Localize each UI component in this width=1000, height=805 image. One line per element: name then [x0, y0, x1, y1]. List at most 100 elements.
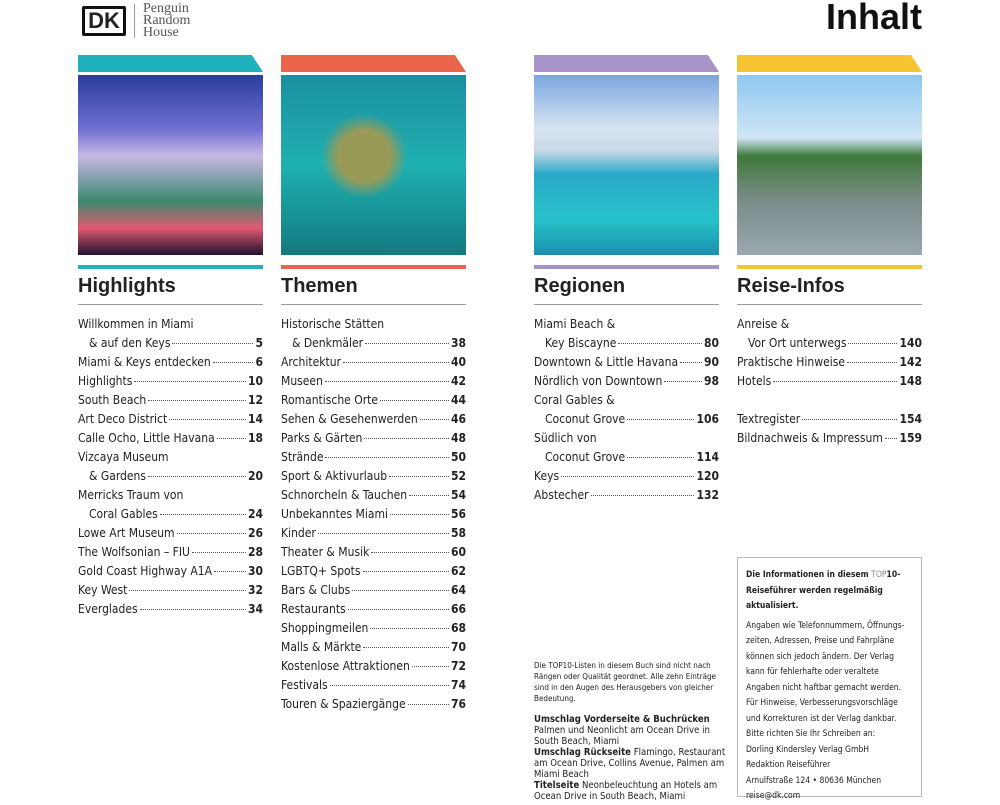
page-number: 24 [247, 507, 263, 521]
toc-entry[interactable]: Gold Coast Highway A1A 30 [78, 562, 263, 581]
toc-entry[interactable]: Calle Ocho, Little Havana 18 [78, 429, 263, 448]
toc-entry[interactable]: Kinder 58 [281, 524, 466, 543]
toc-entry[interactable]: Touren & Spaziergänge 76 [281, 695, 466, 714]
leader-dots [364, 438, 449, 439]
entry-title: Coconut Grove [545, 412, 626, 426]
toc-entry[interactable]: Nördlich von Downtown 98 [534, 372, 719, 391]
toc-entry[interactable]: Romantische Orte 44 [281, 391, 466, 410]
toc-entry[interactable]: Strände 50 [281, 448, 466, 467]
toc-entry[interactable]: Kostenlose Attraktionen 72 [281, 657, 466, 676]
entry-title: Bildnachweis & Impressum [737, 431, 883, 445]
leader-dots [159, 514, 246, 515]
info-box-body: Angaben wie Telefonnummern, Öffnungs-zei… [746, 620, 905, 740]
entry-title: Miami & Keys entdecken [78, 355, 211, 369]
leader-dots [561, 476, 695, 477]
toc-entry[interactable]: Anreise & Vor Ort unterwegs 140 [737, 315, 922, 353]
leader-dots [847, 362, 898, 363]
penguin-random-house-logo: Penguin Random House [143, 1, 191, 40]
page-number: 98 [703, 374, 719, 388]
toc-entry[interactable]: South Beach 12 [78, 391, 263, 410]
toc-entry[interactable]: Merricks Traum von Coral Gables 24 [78, 486, 263, 524]
toc-entry[interactable]: Sehen & Gesehenwerden 46 [281, 410, 466, 429]
leader-dots [169, 419, 246, 420]
toc-entry[interactable]: Miami Beach & Key Biscayne 80 [534, 315, 719, 353]
color-bar [281, 265, 466, 269]
page-number: 14 [247, 412, 263, 426]
page-number: 18 [247, 431, 263, 445]
toc-entry[interactable]: Willkommen in Miami & auf den Keys 5 [78, 315, 263, 353]
toc-entry[interactable]: Downtown & Little Havana 90 [534, 353, 719, 372]
entry-title: Key Biscayne [545, 336, 617, 350]
page-number: 140 [899, 336, 922, 350]
toc-entry[interactable]: Theater & Musik 60 [281, 543, 466, 562]
toc-entry[interactable]: Abstecher 132 [534, 486, 719, 505]
toc-entry[interactable]: Festivals 74 [281, 676, 466, 695]
page-number: 74 [450, 678, 466, 692]
toc-entry[interactable]: Museen 42 [281, 372, 466, 391]
toc-entry[interactable]: Praktische Hinweise 142 [737, 353, 922, 372]
toc-entry[interactable]: Art Deco District 14 [78, 410, 263, 429]
toc-entry[interactable]: The Wolfsonian – FIU 28 [78, 543, 263, 562]
toc-entry[interactable]: Bildnachweis & Impressum 159 [737, 429, 922, 448]
publisher-logo: DK Penguin Random House [82, 1, 191, 40]
toc-entry[interactable]: Key West 32 [78, 581, 263, 600]
entry-title: Sehen & Gesehenwerden [281, 412, 418, 426]
leader-dots [389, 476, 449, 477]
entry-title: Kinder [281, 526, 316, 540]
toc-entry[interactable]: Malls & Märkte 70 [281, 638, 466, 657]
toc-entry[interactable]: Keys 120 [534, 467, 719, 486]
entry-title: Key West [78, 583, 128, 597]
credit-entry: Umschlag Vorderseite & Buchrücken Palmen … [534, 714, 710, 747]
entry-title: Theater & Musik [281, 545, 370, 559]
page-number: 6 [255, 355, 263, 369]
leader-dots [419, 419, 449, 420]
page-number: 32 [247, 583, 263, 597]
entry-title: South Beach [78, 393, 147, 407]
page-number: 60 [450, 545, 466, 559]
entry-title: & auf den Keys [89, 336, 171, 350]
toc-entry[interactable]: Parks & Gärten 48 [281, 429, 466, 448]
page-number: 76 [450, 697, 466, 711]
color-tab [534, 55, 719, 72]
toc-entry[interactable]: Schnorcheln & Tauchen 54 [281, 486, 466, 505]
toc-entry[interactable]: Miami & Keys entdecken 6 [78, 353, 263, 372]
entry-title: Shoppingmeilen [281, 621, 369, 635]
page-number: 5 [255, 336, 263, 350]
leader-dots [324, 381, 449, 382]
toc-entry[interactable]: Historische Stätten & Denkmäler 38 [281, 315, 466, 353]
page-number: 132 [696, 488, 719, 502]
toc-entry[interactable]: Architektur 40 [281, 353, 466, 372]
color-bar [78, 265, 263, 269]
toc-entry[interactable]: Vizcaya Museum & Gardens 20 [78, 448, 263, 486]
toc-entry[interactable]: Restaurants 66 [281, 600, 466, 619]
leader-dots [329, 685, 449, 686]
entry-title: Kostenlose Attraktionen [281, 659, 410, 673]
toc-entry[interactable]: Bars & Clubs 64 [281, 581, 466, 600]
leader-dots [848, 343, 898, 344]
section-heading: Reise-Infos [737, 275, 922, 305]
email-link[interactable]: reise@dk.com [746, 791, 801, 801]
color-bar [534, 265, 719, 269]
leader-dots [627, 419, 695, 420]
toc-entry[interactable]: Sport & Aktivurlaub 52 [281, 467, 466, 486]
toc-entry[interactable]: Coral Gables & Coconut Grove 106 [534, 391, 719, 429]
page-number: 148 [899, 374, 922, 388]
entry-title: Architektur [281, 355, 341, 369]
entry-title: Highlights [78, 374, 133, 388]
toc-entry[interactable]: Lowe Art Museum 26 [78, 524, 263, 543]
entry-title: Romantische Orte [281, 393, 379, 407]
toc-entry[interactable]: Unbekanntes Miami 56 [281, 505, 466, 524]
toc-entry[interactable]: Hotels 148 [737, 372, 922, 391]
toc-entry[interactable]: Textregister 154 [737, 410, 922, 429]
leader-dots [371, 552, 449, 553]
page-number: 26 [247, 526, 263, 540]
toc-entry[interactable]: Shoppingmeilen 68 [281, 619, 466, 638]
toc-entry[interactable]: Südlich von Coconut Grove 114 [534, 429, 719, 467]
page-number: 42 [450, 374, 466, 388]
entry-title: Praktische Hinweise [737, 355, 846, 369]
page-number: 114 [696, 450, 719, 464]
toc-entry[interactable]: Highlights 10 [78, 372, 263, 391]
toc-entry[interactable]: LGBTQ+ Spots 62 [281, 562, 466, 581]
toc-entry[interactable]: Everglades 34 [78, 600, 263, 619]
page-number: 40 [450, 355, 466, 369]
